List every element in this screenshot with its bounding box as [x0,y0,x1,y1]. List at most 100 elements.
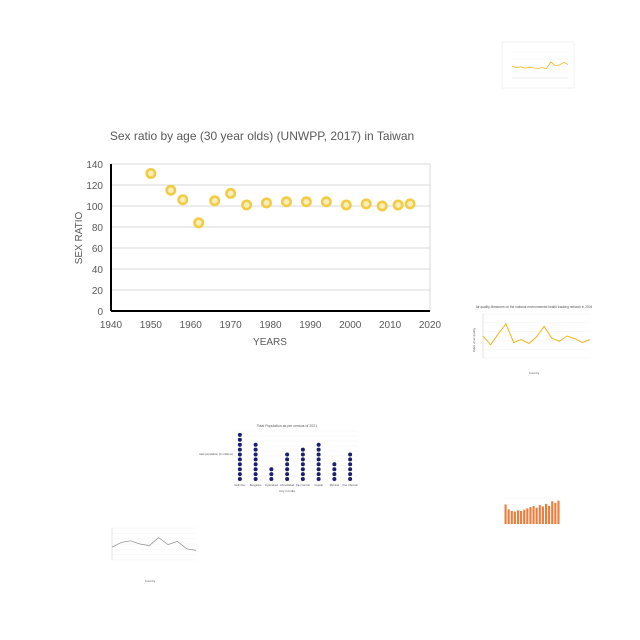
thumbnail-dot [237,457,242,462]
y-tick-label: 120 [86,181,103,192]
thumbnail-dot [332,477,337,481]
data-point-marker [376,200,388,212]
thumbnail-dot [269,467,274,472]
thumbnail-category-labels: Delhi Ncr Bangalore Hyderabad Ahmedabad Pan … [235,483,359,487]
thumbnail-dot [253,452,258,457]
thumbnail-dot [269,472,274,477]
thumbnail-dot [253,472,258,477]
y-tick-label: 20 [92,286,104,297]
thumbnail-series-line [482,322,591,346]
thumbnail-dot [237,432,242,437]
thumbnail-dot-column-6 [332,462,337,481]
x-tick-label: 1940 [100,320,123,331]
thumbnail-category-label: Bangalore [250,483,262,487]
thumbnail-dot [332,467,337,472]
thumbnail-dot-column-4 [300,447,305,481]
y-tick-label: 140 [86,160,103,171]
x-tick-label: 2010 [379,320,402,331]
data-point-marker [165,184,177,196]
thumbnail-series-line [511,61,569,70]
y-tick-label: 60 [92,244,104,255]
thumbnail-bar [541,506,544,524]
thumbnail-dot [253,467,258,472]
thumbnail-dot [300,457,305,462]
thumbnail-dot [300,467,305,472]
thumbnail-dot [300,472,305,477]
thumbnail-dot [348,467,353,472]
thumbnail-bar [554,502,557,524]
data-point-marker [225,187,237,199]
thumbnail-grid [482,313,590,359]
data-point-7 [261,197,273,209]
thumbnail-dot-column-0 [237,432,242,481]
thumbnail-category-label: Hyderabad [265,483,278,487]
thumbnail-air-quality-chart: Air quality Measures on the national env… [470,300,598,378]
data-points [145,167,416,229]
thumbnail-gray-line-chart: Country [96,518,200,584]
thumbnail-bar [504,504,507,524]
thumbnail-dot [316,477,321,481]
thumbnail-population-dot-chart: Total Population as per census of 2021 C… [199,420,362,493]
y-tick-label: 40 [92,265,104,276]
thumbnail-bar [538,505,541,524]
thumbnail-dot [285,462,290,467]
data-point-9 [300,196,312,208]
thumbnail-tick-marks [512,51,568,79]
thumbnail-title: Total Population as per census of 2021 [257,424,317,428]
thumbnail-dot [237,477,242,481]
thumbnail-dot [237,442,242,447]
thumbnail-bar [535,507,538,524]
thumbnail-dot [316,452,321,457]
thumbnail-grid [504,497,560,525]
thumbnail-dot-column-1 [253,442,258,481]
data-point-13 [376,200,388,212]
data-point-11 [340,199,352,211]
thumbnail-bar [523,509,526,524]
data-point-marker [193,217,205,229]
data-point-2 [177,194,189,206]
data-point-1 [165,184,177,196]
x-tick-label: 1950 [140,320,163,331]
x-tick-label: 2000 [339,320,362,331]
thumbnail-grid [111,527,196,561]
thumbnail-dot [237,472,242,477]
thumbnail-x-label: Country [529,371,540,375]
thumbnail-category-label: Ahmedabad [280,483,295,487]
thumbnail-x-label: City in India [279,489,295,493]
x-axis-label: YEARS [253,337,287,348]
thumbnail-dot [253,477,258,481]
thumbnail-category-label: Pan Central [296,483,310,487]
thumbnail-bar [557,500,560,524]
data-point-marker [145,167,157,179]
thumbnail-dot-columns [237,432,353,481]
data-point-0 [145,167,157,179]
data-point-3 [193,217,205,229]
data-point-marker [241,199,253,211]
thumbnail-dot [300,447,305,452]
thumbnail-bar [507,509,510,524]
data-point-14 [392,199,404,211]
y-axis-label: SEX RATIO [74,211,85,264]
thumbnail-dot [300,462,305,467]
data-point-4 [209,195,221,207]
data-point-marker [261,197,273,209]
thumbnail-dot [285,467,290,472]
y-tick-labels: 0 20 40 60 80 100 120 140 [86,160,103,318]
x-tick-label: 2020 [419,320,442,331]
thumbnail-bar [551,501,554,524]
data-point-marker [340,199,352,211]
thumbnail-dot [285,472,290,477]
thumbnail-dot [348,477,353,481]
thumbnail-dot [348,472,353,477]
data-point-8 [280,196,292,208]
main-scatter-chart: Sex ratio by age (30 year olds) (UNWPP, … [74,129,442,348]
data-point-marker [360,198,372,210]
data-point-marker [177,194,189,206]
x-tick-label: 1960 [180,320,203,331]
data-point-marker [209,195,221,207]
thumbnail-bars [504,500,560,524]
x-tick-label: 1980 [259,320,282,331]
thumbnail-dot [253,442,258,447]
thumbnail-bar [548,505,551,524]
data-point-10 [320,196,332,208]
